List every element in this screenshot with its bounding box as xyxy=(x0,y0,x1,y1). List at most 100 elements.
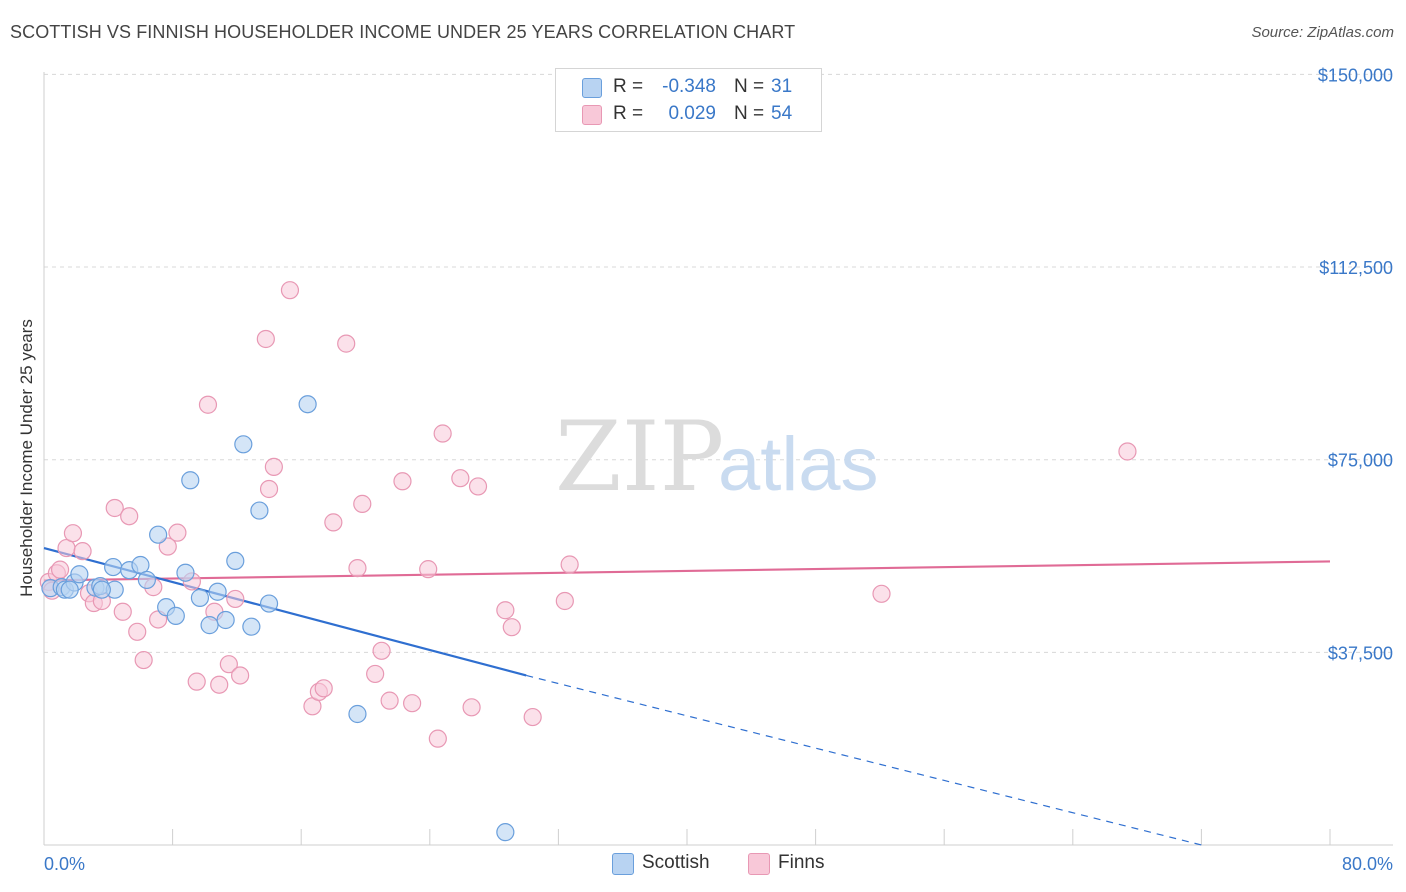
scottish-point xyxy=(226,551,245,571)
legend-n-value: 31 xyxy=(771,76,793,97)
finns-point xyxy=(226,589,245,609)
legend-r-label: R = xyxy=(613,103,644,124)
axis-layer xyxy=(43,72,1393,846)
finns-swatch xyxy=(582,105,602,125)
watermark-atlas: atlas xyxy=(718,422,879,507)
scottish-point xyxy=(208,582,227,601)
finns-point xyxy=(433,424,452,443)
scottish-point xyxy=(259,594,279,613)
finns-legend-swatch xyxy=(748,853,770,875)
scottish-legend-swatch xyxy=(612,853,634,875)
source-label: Source: ZipAtlas.com xyxy=(1251,24,1394,41)
finns-point xyxy=(120,507,139,526)
scottish-trend-extension xyxy=(526,674,1202,846)
scottish-points xyxy=(41,395,515,842)
finns-point xyxy=(523,707,542,727)
finns-point xyxy=(158,537,177,556)
finns-point xyxy=(105,498,124,518)
legend-label-scottish: Scottish xyxy=(642,852,710,873)
finns-point xyxy=(872,584,891,603)
finns-trend-line xyxy=(43,560,1331,582)
finns-point xyxy=(324,513,343,532)
finns-point xyxy=(314,679,333,698)
correlation-legend: R = -0.348 N = 31 R = 0.029 N = 54 xyxy=(555,68,822,132)
scottish-point xyxy=(149,525,168,544)
finns-point xyxy=(393,472,412,491)
y-tick-labels: $37,500 $75,000 $112,500 $150,000 xyxy=(1318,65,1393,663)
legend-label-finns: Finns xyxy=(778,852,825,873)
finns-point xyxy=(198,395,218,414)
y-axis-label: Householder Income Under 25 years xyxy=(17,319,36,597)
legend-n-label: N = xyxy=(734,103,765,124)
finns-point xyxy=(372,641,391,660)
watermark: ZIP atlas xyxy=(555,401,879,513)
finns-point xyxy=(134,650,153,670)
scottish-point xyxy=(137,570,156,590)
finns-point xyxy=(264,457,283,476)
finns-point xyxy=(256,329,275,349)
scottish-point xyxy=(496,823,515,842)
finns-point xyxy=(219,655,238,674)
finns-point xyxy=(63,524,83,543)
legend-row-scottish: R = -0.348 N = 31 xyxy=(556,74,821,100)
y-tick-label: $150,000 xyxy=(1318,65,1393,85)
scottish-point xyxy=(298,395,317,414)
y-tick-label: $75,000 xyxy=(1328,451,1393,471)
finns-point xyxy=(502,618,521,637)
scottish-point xyxy=(176,563,195,582)
watermark-zip: ZIP xyxy=(555,401,724,513)
finns-point xyxy=(187,672,206,691)
finns-point xyxy=(428,729,447,748)
legend-n-label: N = xyxy=(734,76,765,97)
scottish-point xyxy=(200,616,219,635)
finns-point xyxy=(210,675,229,694)
finns-point xyxy=(73,542,92,561)
scottish-point xyxy=(166,606,185,625)
x-tick-max: 80.0% xyxy=(1342,854,1393,874)
y-tick-label: $112,500 xyxy=(1319,258,1393,278)
finns-point xyxy=(168,523,187,542)
finns-point xyxy=(380,691,399,710)
finns-point xyxy=(231,666,250,685)
legend-n-value: 54 xyxy=(771,103,793,124)
finns-point xyxy=(353,494,372,513)
legend-r-value: -0.348 xyxy=(662,76,716,97)
scottish-point xyxy=(181,471,200,490)
finns-point xyxy=(451,469,470,488)
finns-points xyxy=(39,281,1137,748)
scottish-point xyxy=(70,565,89,584)
scottish-point xyxy=(216,610,235,630)
finns-point xyxy=(337,334,356,353)
legend-row-finns: R = 0.029 N = 54 xyxy=(556,101,821,127)
finns-point xyxy=(1118,442,1137,461)
finns-point xyxy=(419,560,438,579)
finns-point xyxy=(128,622,147,641)
scottish-point xyxy=(348,704,367,724)
y-tick-label: $37,500 xyxy=(1328,643,1393,663)
legend-r-value: 0.029 xyxy=(668,103,716,124)
scottish-point xyxy=(242,617,261,636)
finns-point xyxy=(50,560,70,579)
finns-point xyxy=(259,479,279,499)
finns-point xyxy=(113,602,132,621)
legend-r-label: R = xyxy=(613,76,644,97)
x-tick-min: 0.0% xyxy=(44,854,85,874)
scottish-swatch xyxy=(582,78,602,98)
chart-title: SCOTTISH VS FINNISH HOUSEHOLDER INCOME U… xyxy=(10,22,796,42)
finns-point xyxy=(280,281,300,300)
finns-point xyxy=(462,698,481,717)
finns-point xyxy=(555,591,574,611)
finns-point xyxy=(366,664,385,684)
scottish-point xyxy=(250,501,269,520)
scottish-point xyxy=(234,435,253,454)
finns-point xyxy=(468,477,488,496)
finns-point xyxy=(496,601,515,620)
scottish-point xyxy=(190,588,210,607)
finns-point xyxy=(560,555,579,574)
scottish-point xyxy=(92,580,111,599)
scottish-point xyxy=(104,557,123,577)
finns-point xyxy=(403,694,422,713)
finns-point xyxy=(348,559,367,578)
scottish-point xyxy=(60,580,79,599)
